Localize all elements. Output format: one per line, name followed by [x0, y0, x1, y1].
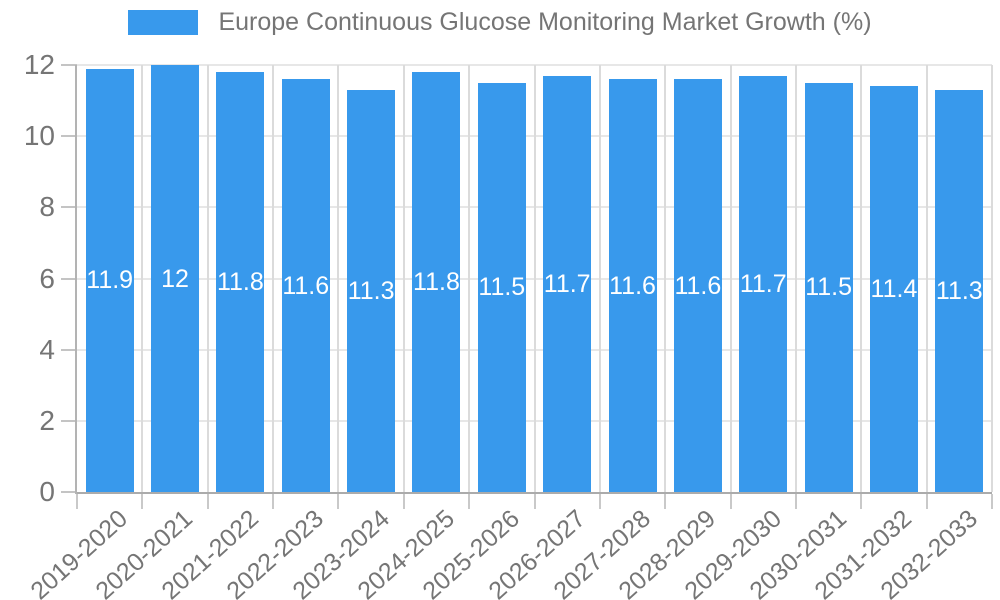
x-tick-mark — [860, 494, 863, 509]
x-gridline — [141, 65, 144, 492]
x-tick-mark — [76, 494, 78, 509]
x-gridline — [925, 65, 928, 492]
y-tick-mark — [61, 491, 77, 493]
bar[interactable] — [85, 68, 134, 492]
x-gridline — [206, 65, 209, 492]
x-tick-mark — [206, 494, 209, 509]
x-tick-mark — [991, 494, 993, 509]
bar[interactable] — [935, 89, 984, 492]
bar[interactable] — [477, 82, 526, 492]
x-tick-mark — [794, 494, 797, 509]
bar-value-label: 11.3 — [347, 276, 395, 305]
y-tick-mark — [61, 348, 77, 351]
y-tick-label: 12 — [23, 49, 55, 80]
y-axis-line — [75, 65, 77, 494]
x-gridline — [860, 65, 863, 492]
x-tick-mark — [141, 494, 144, 509]
bar[interactable] — [347, 89, 396, 492]
y-tick-label: 8 — [39, 191, 55, 223]
x-gridline — [729, 65, 732, 492]
bar[interactable] — [216, 72, 265, 492]
bar-value-label: 11.9 — [86, 266, 134, 295]
bar-value-label: 11.4 — [870, 275, 918, 304]
y-tick-label: 0 — [39, 476, 55, 507]
y-tick-mark — [61, 419, 77, 422]
bar[interactable] — [281, 79, 330, 492]
x-tick-mark — [598, 494, 601, 509]
x-tick-mark — [925, 494, 928, 509]
y-tick-label: 2 — [39, 404, 55, 436]
legend: Europe Continuous Glucose Monitoring Mar… — [0, 0, 1000, 44]
x-gridline — [533, 65, 536, 492]
bar-value-label: 11.6 — [282, 271, 330, 300]
x-tick-mark — [402, 494, 405, 509]
bar-value-label: 11.6 — [674, 271, 722, 300]
x-tick-mark — [664, 494, 667, 509]
bar-value-label: 11.7 — [543, 269, 591, 298]
bar-value-label: 11.7 — [739, 269, 787, 298]
y-tick-mark — [61, 277, 77, 280]
bar[interactable] — [869, 86, 918, 492]
x-tick-mark — [337, 494, 340, 509]
legend-swatch — [128, 9, 199, 35]
bar-value-label: 11.5 — [478, 273, 526, 302]
y-tick-mark — [61, 64, 77, 66]
y-tick-mark — [61, 206, 77, 209]
y-tick-mark — [61, 135, 77, 138]
bar[interactable] — [412, 72, 461, 492]
y-tick-label: 6 — [39, 262, 55, 294]
legend-item[interactable]: Europe Continuous Glucose Monitoring Mar… — [128, 7, 872, 36]
x-gridline — [337, 65, 340, 492]
x-tick-mark — [729, 494, 732, 509]
x-gridline — [664, 65, 667, 492]
x-gridline — [468, 65, 471, 492]
bar-value-label: 11.3 — [935, 276, 983, 305]
x-gridline — [598, 65, 601, 492]
bar[interactable] — [804, 82, 853, 492]
bar-value-label: 11.5 — [805, 273, 852, 302]
x-gridline — [402, 65, 405, 492]
x-tick-mark — [272, 494, 275, 509]
bar[interactable] — [151, 65, 200, 492]
x-tick-mark — [533, 494, 536, 509]
bar-value-label: 12 — [161, 264, 189, 293]
x-axis-line — [77, 492, 992, 494]
bar[interactable] — [739, 75, 788, 492]
x-gridline — [794, 65, 797, 492]
x-gridline — [991, 65, 993, 492]
y-tick-label: 4 — [39, 333, 55, 365]
bar-value-label: 11.6 — [609, 271, 656, 300]
bar-value-label: 11.8 — [216, 268, 264, 297]
bar[interactable] — [608, 79, 657, 492]
bar[interactable] — [673, 79, 722, 492]
bar-value-label: 11.8 — [413, 268, 460, 297]
bar[interactable] — [543, 75, 592, 492]
x-tick-mark — [468, 494, 471, 509]
x-gridline — [272, 65, 275, 492]
legend-label: Europe Continuous Glucose Monitoring Mar… — [218, 7, 872, 36]
y-tick-label: 10 — [23, 120, 55, 152]
